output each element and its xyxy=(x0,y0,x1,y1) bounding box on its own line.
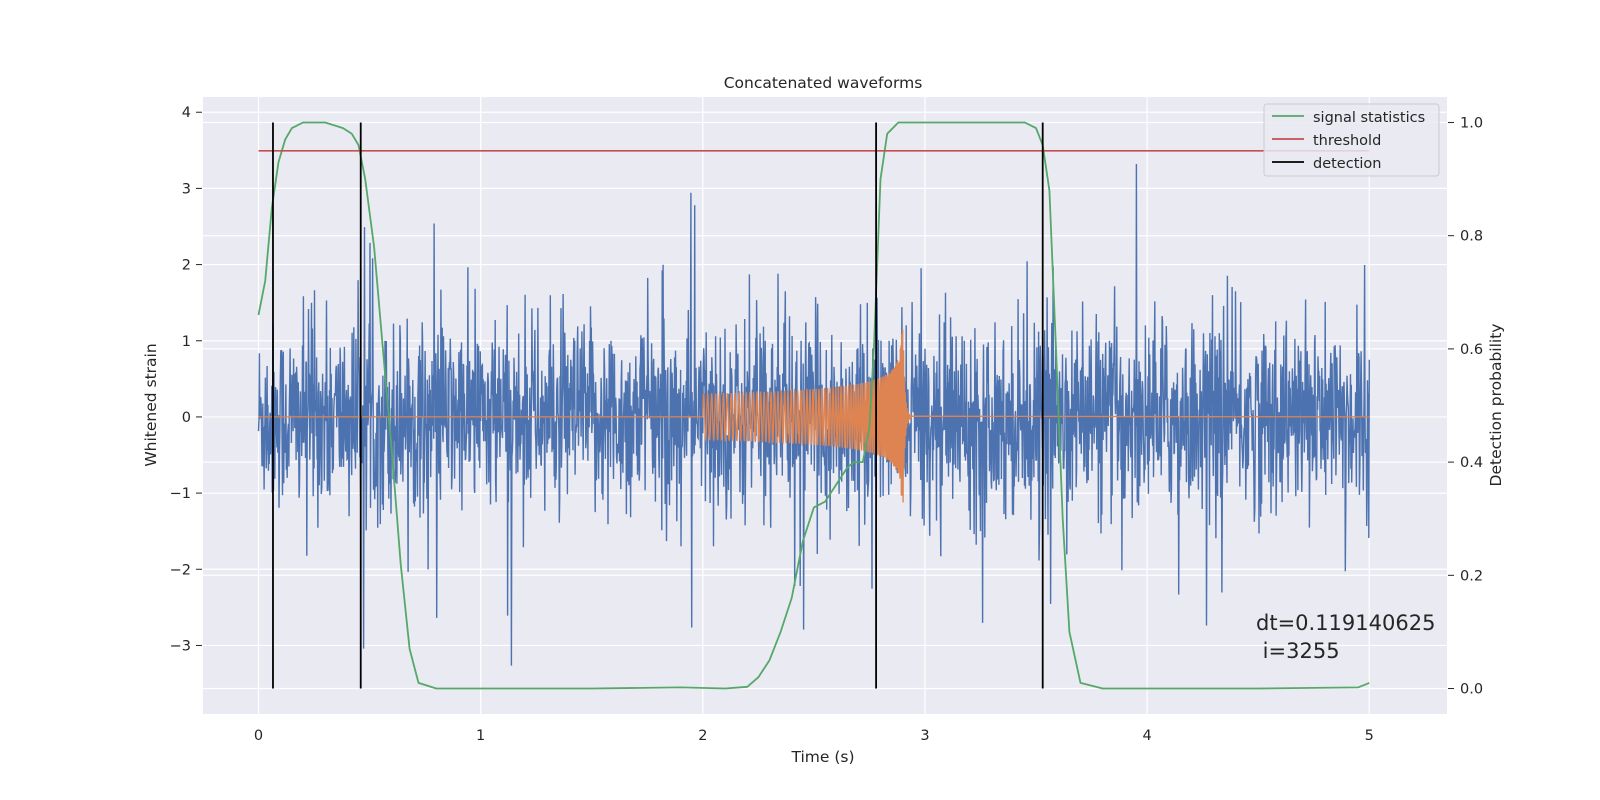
y-tick-label-6: 3 xyxy=(182,181,191,197)
legend-box xyxy=(1263,103,1440,177)
legend-label-signal-statistics: signal statistics xyxy=(1313,110,1425,126)
detection-series xyxy=(272,122,1044,689)
signal-statistics-line xyxy=(257,121,1370,690)
x-tick-label-1: 1 xyxy=(476,728,485,744)
y-tick-label-1: −2 xyxy=(170,562,191,578)
annotation-i: i=3255 xyxy=(1256,639,1340,663)
y-tick-label-4: 1 xyxy=(182,334,191,350)
y-tick-label-0: −3 xyxy=(170,638,191,654)
y2-tick-label-4: 0.8 xyxy=(1460,229,1483,245)
x-axis-ticks: 0 1 2 3 4 5 xyxy=(254,728,1374,744)
y2-axis-label: Detection probability xyxy=(1487,324,1505,487)
y2-tick-label-1: 0.2 xyxy=(1460,568,1483,584)
x-tick-label-3: 3 xyxy=(920,728,929,744)
y-tick-label-5: 2 xyxy=(182,258,191,274)
y-tick-label-3: 0 xyxy=(182,410,191,426)
y2-tick-label-0: 0.0 xyxy=(1460,682,1483,698)
x-axis-label: Time (s) xyxy=(790,748,854,766)
annotation: dt=0.119140625 i=3255 xyxy=(1256,611,1435,663)
x-tick-label-5: 5 xyxy=(1365,728,1374,744)
y-axis-label: Whitened strain xyxy=(142,343,160,466)
y-tick-label-7: 4 xyxy=(182,105,191,121)
x-tick-label-4: 4 xyxy=(1142,728,1151,744)
y-tick-label-2: −1 xyxy=(170,486,191,502)
y2-tick-label-5: 1.0 xyxy=(1460,115,1483,131)
signal-statistics-series xyxy=(257,121,1370,690)
y2-tick-label-3: 0.6 xyxy=(1460,342,1483,358)
y-axis-ticks: −3 −2 −1 0 1 2 3 4 xyxy=(170,105,202,654)
x-tick-label-2: 2 xyxy=(698,728,707,744)
y2-axis-ticks: 0.0 0.2 0.4 0.6 0.8 1.0 xyxy=(1448,115,1483,698)
x-tick-label-0: 0 xyxy=(254,728,263,744)
chart-title: Concatenated waveforms xyxy=(724,74,923,92)
y2-tick-label-2: 0.4 xyxy=(1460,455,1483,471)
legend-label-detection: detection xyxy=(1313,156,1381,172)
legend-label-threshold: threshold xyxy=(1313,133,1381,149)
annotation-dt: dt=0.119140625 xyxy=(1256,611,1435,635)
legend: signal statistics threshold detection xyxy=(1263,103,1440,177)
